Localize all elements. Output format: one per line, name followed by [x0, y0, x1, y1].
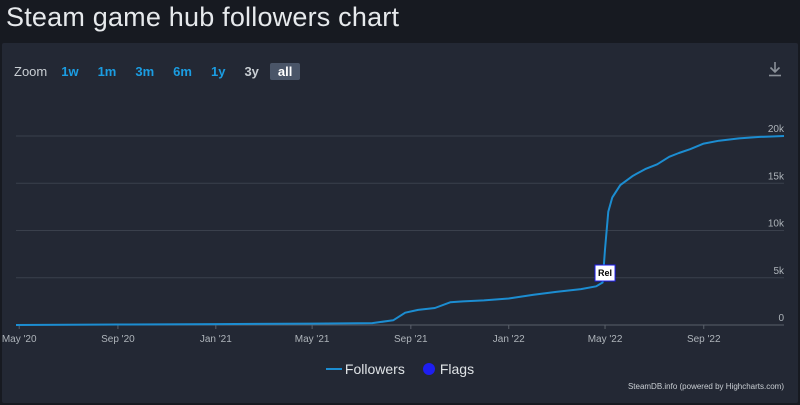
- y-axis-ticks: 0 5k 10k 15k 20k: [768, 124, 785, 324]
- x-tick-label: Sep '20: [101, 334, 135, 345]
- page-title: Steam game hub followers chart: [6, 2, 400, 32]
- flags-series: Rel: [594, 264, 616, 282]
- y-tick-label: 10k: [768, 219, 785, 230]
- x-tick-label: Sep '21: [394, 334, 428, 345]
- zoom-6m-button[interactable]: 6m: [173, 63, 192, 79]
- legend-label-followers: Followers: [344, 361, 405, 377]
- x-tick-label: May '22: [588, 334, 623, 345]
- x-tick-label: Sep '22: [687, 334, 721, 345]
- y-tick-label: 15k: [768, 171, 785, 182]
- y-tick-label: 0: [778, 313, 784, 324]
- zoom-1y-button[interactable]: 1y: [210, 63, 226, 79]
- flag-rel-label: Rel: [598, 268, 612, 278]
- legend-item-flags[interactable]: Flags: [422, 361, 475, 377]
- zoom-3y-button[interactable]: 3y: [244, 63, 259, 79]
- zoom-bar: Zoom 1w 1m 3m 6m 1y 3y all: [14, 62, 303, 80]
- y-tick-label: 5k: [773, 266, 785, 277]
- x-axis-ticks: May '20 Sep '20 Jan '21 May '21 Sep '21 Jan '…: [2, 325, 721, 345]
- followers-series: [15, 135, 785, 326]
- x-tick-label: Jan '22: [493, 334, 525, 345]
- x-tick-label: May '20: [2, 334, 37, 345]
- followers-line-swatch: [325, 368, 342, 370]
- zoom-1m-button[interactable]: 1m: [97, 63, 117, 79]
- chart-grid: [16, 135, 784, 326]
- download-icon[interactable]: [766, 60, 784, 78]
- x-tick-label: Jan '21: [200, 334, 232, 345]
- zoom-1w-button[interactable]: 1w: [61, 63, 79, 79]
- zoom-all-button[interactable]: all: [269, 62, 301, 80]
- credits-text[interactable]: SteamDB.info (powered by Highcharts.com): [627, 382, 784, 391]
- flags-dot-swatch: [422, 363, 435, 375]
- legend: Followers Flags: [0, 360, 800, 378]
- zoom-3m-button[interactable]: 3m: [135, 63, 155, 79]
- x-tick-label: May '21: [295, 334, 330, 345]
- chart-panel: [2, 43, 798, 403]
- flag-rel-box: [594, 264, 616, 282]
- legend-item-followers[interactable]: Followers: [325, 361, 405, 377]
- y-tick-label: 20k: [768, 124, 785, 135]
- legend-label-flags: Flags: [439, 361, 475, 377]
- zoom-label: Zoom: [14, 63, 48, 79]
- followers-line: [15, 135, 785, 326]
